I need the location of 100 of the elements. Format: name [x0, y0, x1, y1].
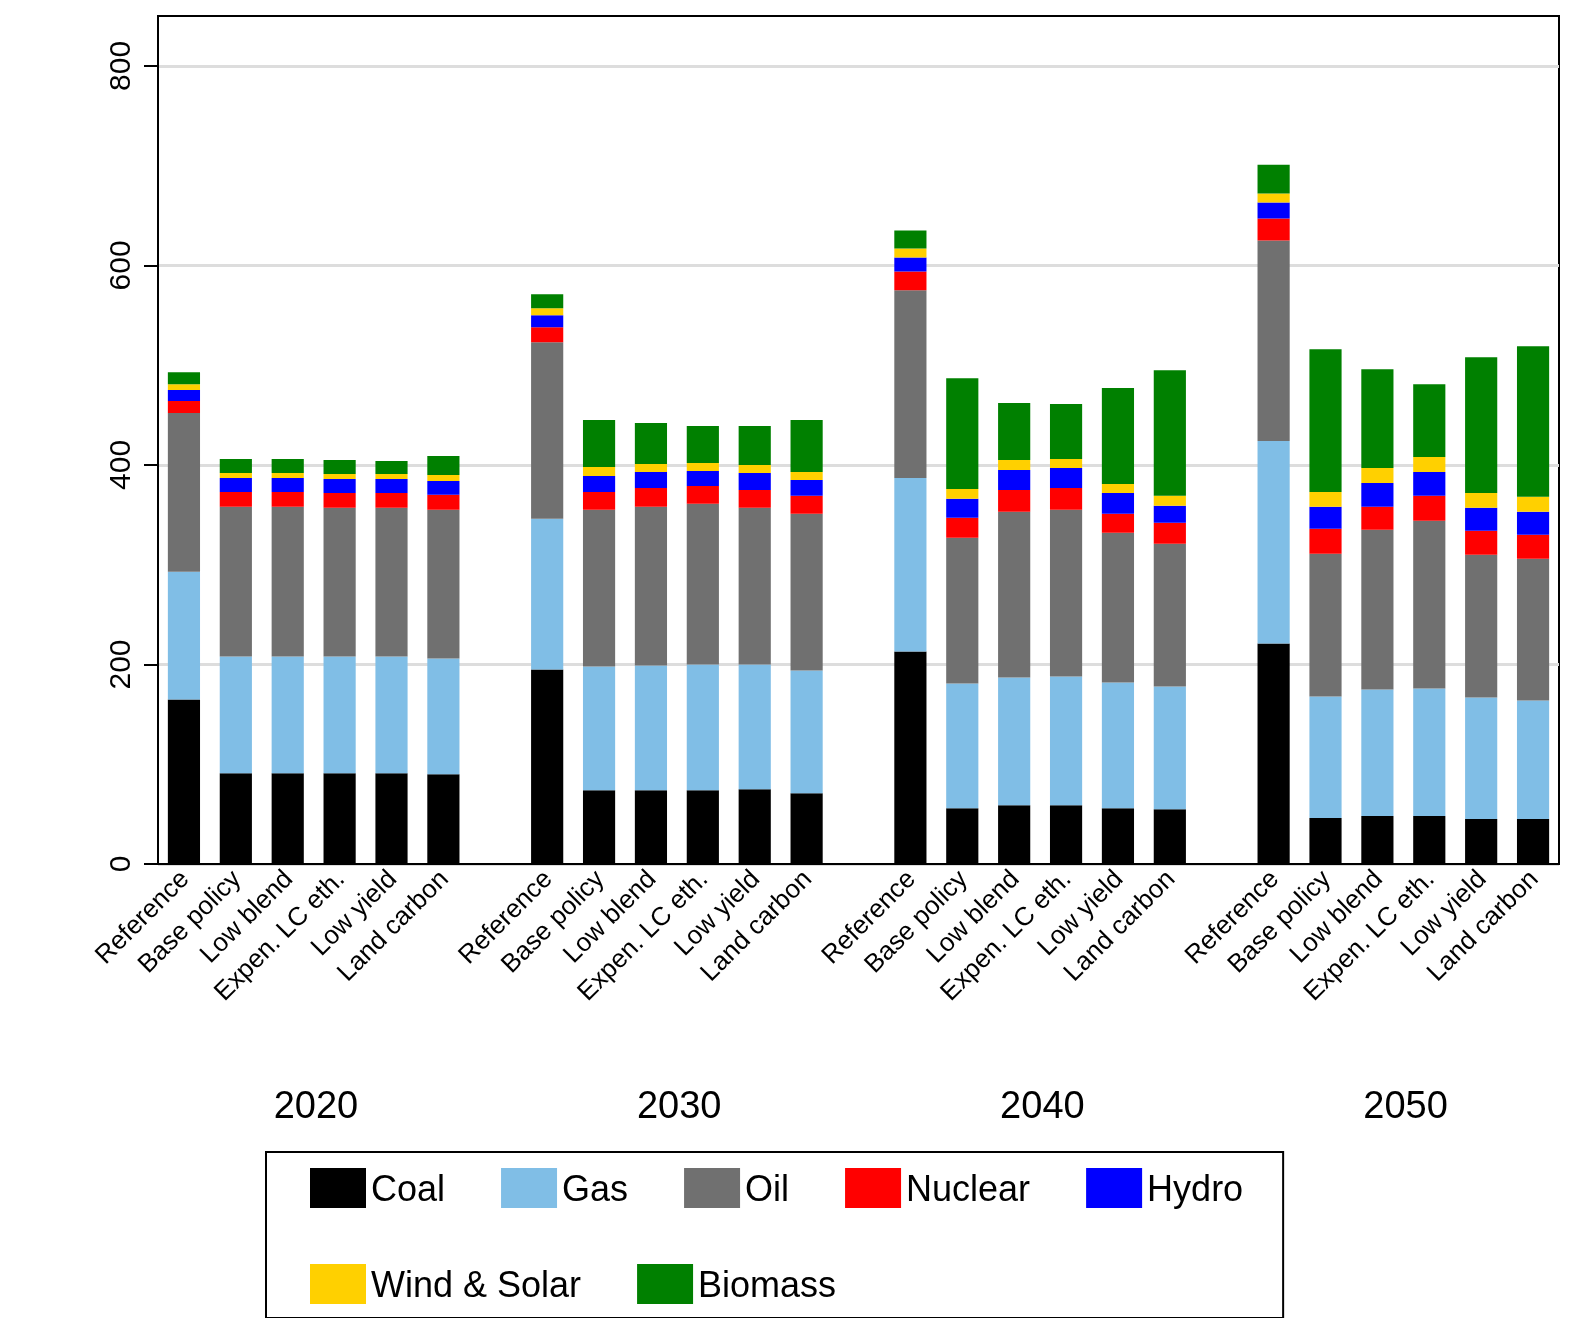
bar: [1153, 686, 1186, 810]
bar: [1413, 384, 1446, 457]
bar: [1465, 554, 1498, 698]
bar: [427, 658, 460, 775]
bar: [1361, 369, 1394, 468]
bar: [1413, 495, 1446, 521]
bar: [375, 507, 408, 657]
bar: [634, 665, 668, 791]
bar: [1516, 511, 1550, 535]
bar: [1049, 467, 1083, 488]
bar: [1101, 483, 1135, 493]
bar: [946, 683, 979, 809]
bar: [323, 473, 356, 479]
bar: [738, 489, 771, 508]
bar: [738, 464, 771, 473]
bar: [1309, 553, 1342, 697]
bar: [582, 420, 616, 467]
bar: [1361, 529, 1394, 690]
bar: [427, 509, 460, 659]
bar: [1516, 558, 1550, 701]
bar: [1465, 492, 1498, 508]
bar: [219, 656, 252, 774]
bar: [1413, 520, 1446, 689]
bar: [1309, 528, 1342, 554]
bar: [582, 509, 616, 667]
bar: [1465, 357, 1498, 493]
bar: [323, 459, 356, 474]
bar: [1049, 404, 1083, 459]
bar: [634, 487, 668, 507]
bar: [531, 327, 564, 343]
bar: [531, 342, 564, 519]
bar: [998, 511, 1031, 678]
legend-label: Oil: [745, 1167, 790, 1209]
bar: [998, 677, 1031, 806]
bar: [271, 472, 304, 478]
bar: [998, 469, 1031, 490]
bar: [1153, 505, 1186, 523]
bar: [998, 459, 1031, 470]
bar: [167, 372, 201, 385]
bar: [1361, 506, 1394, 530]
bar: [1153, 495, 1186, 506]
text: 2050: [1363, 1084, 1448, 1126]
bar: [1257, 218, 1290, 241]
bar: [1257, 164, 1290, 194]
bar: [738, 664, 771, 790]
bar: [219, 506, 252, 657]
bar: [167, 571, 201, 700]
bar: [219, 491, 252, 507]
bar: [1309, 349, 1342, 492]
bar: [271, 477, 304, 492]
bar: [686, 426, 719, 463]
bar: [1413, 471, 1446, 496]
bar: [738, 472, 771, 490]
bar: [1465, 697, 1498, 820]
bar: [375, 473, 408, 479]
bar: [894, 477, 927, 652]
bar: [1516, 346, 1550, 497]
bar: [1413, 688, 1446, 817]
bar: [323, 478, 356, 493]
bar: [946, 488, 979, 499]
bar: [790, 670, 823, 794]
bar: [1309, 696, 1342, 819]
bar: [998, 489, 1031, 512]
bar: [1516, 496, 1550, 512]
bar: [1257, 202, 1290, 219]
bar: [1309, 491, 1342, 507]
bar: [946, 517, 979, 538]
bar: [790, 471, 823, 480]
y-tick-label: 0: [102, 855, 136, 873]
bar: [271, 458, 304, 473]
bar: [634, 423, 668, 464]
bar: [1153, 370, 1186, 496]
bar: [894, 257, 927, 272]
bar: [531, 315, 564, 328]
bar: [790, 479, 823, 496]
bar: [634, 463, 668, 472]
bar: [1309, 506, 1342, 529]
bar: [531, 308, 564, 316]
bar: [1413, 456, 1446, 472]
bar: [686, 503, 719, 665]
bar: [1516, 534, 1550, 559]
bar: [1101, 682, 1135, 809]
bar: [686, 470, 719, 486]
bar: [738, 426, 771, 465]
bar: [323, 492, 356, 508]
bar: [686, 664, 719, 791]
bar: [167, 384, 201, 391]
bar: [167, 413, 201, 572]
bar: [686, 485, 719, 504]
bar: [1101, 492, 1135, 514]
bar: [790, 495, 823, 514]
bar: [998, 403, 1031, 460]
bar: [1361, 467, 1394, 483]
bar: [1049, 509, 1083, 677]
bar: [323, 507, 356, 657]
text: 2020: [273, 1084, 359, 1126]
bar: [427, 474, 460, 481]
legend-label: Hydro: [1147, 1167, 1244, 1209]
legend-label: Biomass: [698, 1263, 837, 1305]
bar: [1101, 388, 1135, 484]
